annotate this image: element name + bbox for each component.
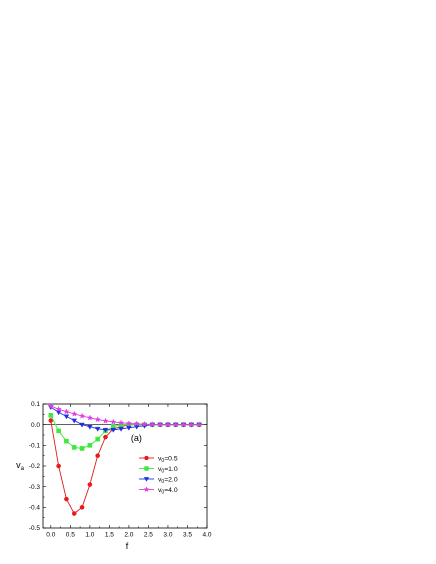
- data-point-triangle: [143, 477, 150, 482]
- data-point-star: [133, 420, 140, 427]
- data-point-star: [143, 486, 150, 493]
- data-point-triangle: [102, 427, 109, 433]
- data-point-square: [48, 413, 54, 418]
- y-tick-label: -0.4: [29, 505, 41, 512]
- y-tick-label: 0.0: [31, 422, 40, 429]
- legend-label-subscript: 0: [161, 479, 164, 485]
- legend-label: v0=1.0: [158, 466, 178, 475]
- y-tick-label: -0.2: [29, 463, 41, 470]
- data-point-circle: [56, 463, 61, 469]
- legend-label-subscript: 0: [161, 458, 164, 464]
- series-3: [47, 402, 203, 428]
- data-point-circle: [103, 434, 108, 440]
- legend-label-value: =1.0: [164, 466, 178, 473]
- data-point-star: [78, 412, 86, 419]
- data-point-star: [71, 410, 78, 417]
- data-point-triangle: [71, 418, 77, 424]
- legend-label: v0=4.0: [158, 487, 178, 496]
- legend-label: v0=0.5: [158, 455, 178, 464]
- y-tick-label: -0.5: [29, 525, 41, 532]
- data-point-square: [64, 438, 69, 444]
- data-point-star: [157, 421, 164, 428]
- legend-label: v0=2.0: [158, 476, 178, 485]
- x-tick-label: 0.0: [46, 532, 55, 539]
- x-tick-label: 3.5: [183, 532, 192, 539]
- data-point-star: [110, 418, 117, 425]
- legend-item: v0=2.0: [139, 476, 178, 485]
- data-point-square: [79, 446, 85, 451]
- legend-label-subscript: 0: [161, 469, 164, 475]
- data-point-triangle: [63, 414, 70, 420]
- legend-label-value: =2.0: [164, 476, 178, 483]
- data-point-star: [55, 405, 62, 412]
- data-point-square: [144, 466, 149, 471]
- legend-label-value: =0.5: [164, 455, 178, 462]
- panel-annotation: (a): [131, 433, 142, 443]
- data-point-star: [86, 414, 93, 421]
- data-point-star: [196, 421, 203, 428]
- legend-label-base: v: [158, 487, 162, 494]
- data-point-star: [47, 402, 54, 409]
- data-point-star: [125, 420, 133, 427]
- data-point-square: [71, 445, 77, 450]
- data-point-triangle: [110, 427, 117, 433]
- legend: v0=0.5v0=1.0v0=2.0v0=4.0: [139, 455, 178, 496]
- y-axis-title-base: v: [16, 460, 21, 470]
- data-point-triangle: [87, 424, 93, 430]
- data-point-circle: [87, 482, 93, 487]
- data-point-square: [87, 443, 93, 448]
- series-2: [48, 405, 202, 433]
- axis-ticks: 0.0 0.5 1.0 1.5 2.0 2.5 3.0 3.5 4.0 0.1 0.0 -0.1 -0.…: [29, 401, 212, 538]
- data-point-triangle: [118, 426, 124, 432]
- x-tick-label: 2.5: [144, 532, 153, 539]
- legend-label-base: v: [158, 455, 162, 462]
- legend-label-subscript: 0: [161, 490, 164, 496]
- data-point-star: [172, 421, 179, 428]
- x-tick-label: 1.0: [85, 532, 94, 539]
- y-axis-title-subscript: a: [21, 466, 25, 472]
- series-group: [47, 402, 203, 516]
- data-point-star: [102, 417, 109, 424]
- data-point-star: [141, 420, 148, 427]
- legend-item: v0=0.5: [139, 455, 178, 464]
- data-point-star: [94, 416, 101, 423]
- data-point-triangle: [94, 426, 101, 432]
- x-axis-title: f: [126, 541, 129, 551]
- legend-item: v0=1.0: [139, 466, 178, 475]
- data-point-star: [117, 419, 125, 426]
- y-tick-label: -0.1: [29, 443, 41, 450]
- data-point-circle: [79, 505, 85, 510]
- data-point-star: [188, 421, 195, 428]
- legend-item: v0=4.0: [139, 486, 178, 496]
- data-point-triangle: [126, 425, 132, 431]
- x-tick-label: 2.0: [124, 532, 133, 539]
- x-tick-label: 1.5: [105, 532, 114, 539]
- legend-label-base: v: [158, 476, 162, 483]
- data-point-triangle: [55, 410, 62, 416]
- x-tick-label: 3.0: [163, 532, 172, 539]
- y-axis-title: va: [16, 460, 25, 472]
- y-tick-label: 0.1: [31, 401, 40, 408]
- legend-label-base: v: [158, 466, 162, 473]
- series-0: [48, 418, 202, 516]
- data-point-circle: [144, 455, 149, 461]
- data-point-circle: [64, 496, 69, 502]
- data-point-star: [164, 421, 172, 428]
- data-point-circle: [71, 511, 77, 516]
- data-point-circle: [95, 453, 100, 458]
- data-point-star: [180, 421, 187, 428]
- data-point-square: [95, 436, 100, 442]
- x-tick-label: 0.5: [66, 532, 75, 539]
- data-point-star: [63, 408, 70, 415]
- y-tick-label: -0.3: [29, 484, 41, 491]
- legend-label-value: =4.0: [164, 487, 178, 494]
- x-tick-label: 4.0: [202, 532, 211, 539]
- data-point-triangle: [79, 422, 85, 428]
- data-point-star: [149, 421, 156, 428]
- data-point-square: [56, 428, 61, 434]
